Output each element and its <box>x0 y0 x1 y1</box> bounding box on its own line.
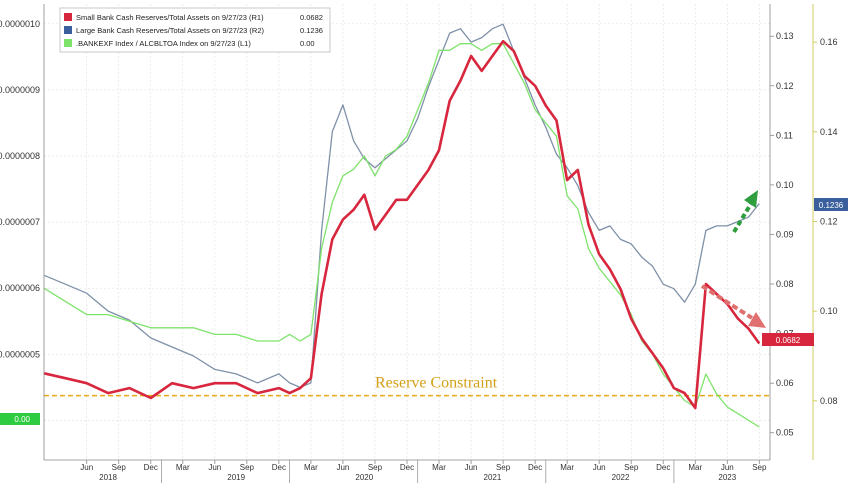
x-tick-label: Dec <box>528 463 542 472</box>
legend-label-small-bank: Small Bank Cash Reserves/Total Assets on… <box>76 13 264 22</box>
reserve-constraint: Reserve Constraint <box>44 375 770 397</box>
tag-large-bank-bg <box>814 198 848 211</box>
x-tick-label: Sep <box>496 463 511 472</box>
legend-value-small-bank: 0.0682 <box>300 13 323 22</box>
x-tick-label: Dec <box>144 463 158 472</box>
legend-value-large-bank: 0.1236 <box>300 26 323 35</box>
x-tick-label: Dec <box>400 463 414 472</box>
x-year-label: 2018 <box>99 473 117 482</box>
arrow-down-annotation <box>700 284 766 328</box>
tag-left: 0.00 <box>14 415 30 424</box>
r1-tick-label: 0.09 <box>776 229 794 239</box>
arrow-up-head <box>744 190 758 208</box>
x-tick-label: Sep <box>752 463 767 472</box>
x-tick-label: Jun <box>721 463 734 472</box>
r1-tick-label: 0.05 <box>776 428 794 438</box>
series-layer <box>43 23 761 428</box>
r1-tick-label: 0.08 <box>776 279 794 289</box>
tag-small-bank: 0.0682 <box>776 336 801 345</box>
left-tick-label: 0.0000008 <box>0 151 40 161</box>
r2-tick-label: 0.16 <box>820 37 838 47</box>
x-axis: Jun Sep Dec Mar Jun Sep Dec Mar Jun Sep Dec Mar Jun S… <box>44 459 770 483</box>
x-year-label: 2023 <box>718 473 736 482</box>
series-large-bank <box>43 23 760 389</box>
x-tick-label: Jun <box>80 463 93 472</box>
r1-tick-label: 0.11 <box>776 130 793 140</box>
r1-tick-label: 0.10 <box>776 180 794 190</box>
x-year-label: 2021 <box>484 473 502 482</box>
x-tick-label: Jun <box>593 463 606 472</box>
tag-large-bank: 0.1236 <box>819 201 844 210</box>
grid-layer <box>44 4 770 460</box>
left-tick-label: 0.0000010 <box>0 19 40 29</box>
r2-tick-label: 0.08 <box>820 396 838 406</box>
left-tick-label: 0.0000009 <box>0 85 40 95</box>
legend-swatch-large-bank <box>64 26 72 34</box>
x-year-label: 2022 <box>612 473 630 482</box>
x-tick-label: Mar <box>560 463 574 472</box>
r1-tick-label: 0.12 <box>776 81 794 91</box>
series-small-bank <box>43 39 761 410</box>
right-axis-r2: 0.16 0.14 0.12 0.10 0.08 <box>812 4 838 460</box>
left-tick-label: 0.0000006 <box>0 283 40 293</box>
x-tick-label: Dec <box>272 463 286 472</box>
value-tags: 0.0682 0.1236 0.00 <box>0 198 848 425</box>
x-tick-label: Sep <box>624 463 639 472</box>
left-tick-label: 0.0000007 <box>0 217 40 227</box>
arrow-down-head <box>748 312 766 328</box>
r1-tick-label: 0.13 <box>776 31 794 41</box>
tag-left-bg <box>0 413 40 425</box>
arrow-up-annotation <box>732 190 758 234</box>
legend-box <box>59 7 331 53</box>
series-bankexf <box>43 43 760 428</box>
x-tick-label: Mar <box>176 463 190 472</box>
arrow-layer <box>700 190 766 328</box>
legend: Small Bank Cash Reserves/Total Assets on… <box>59 7 331 53</box>
tag-small-bank-bg <box>762 333 814 346</box>
x-tick-label: Jun <box>465 463 478 472</box>
reserve-constraint-label: Reserve Constraint <box>375 375 498 392</box>
r1-tick-label: 0.06 <box>776 378 794 388</box>
r2-tick-label: 0.12 <box>820 216 838 226</box>
x-tick-label: Sep <box>368 463 383 472</box>
x-tick-label: Jun <box>336 463 349 472</box>
legend-swatch-small-bank <box>64 13 72 21</box>
x-tick-label: Sep <box>240 463 255 472</box>
legend-value-bankexf: 0.00 <box>300 39 315 48</box>
x-year-label: 2020 <box>355 473 373 482</box>
x-tick-label: Sep <box>112 463 127 472</box>
legend-label-bankexf: .BANKEXF Index / ALCBLTOA Index on 9/27/… <box>76 39 251 48</box>
x-tick-label: Mar <box>688 463 702 472</box>
x-tick-label: Mar <box>432 463 446 472</box>
x-tick-label: Dec <box>656 463 670 472</box>
arrow-down-shaft <box>700 284 754 320</box>
r2-tick-label: 0.10 <box>820 306 838 316</box>
x-tick-label: Jun <box>208 463 221 472</box>
arrow-up-shaft <box>732 200 754 234</box>
x-year-label: 2019 <box>227 473 245 482</box>
left-tick-label: 0.0000005 <box>0 349 40 359</box>
legend-label-large-bank: Large Bank Cash Reserves/Total Assets on… <box>76 26 265 35</box>
r2-tick-label: 0.14 <box>820 127 838 137</box>
legend-swatch-bankexf <box>64 39 72 47</box>
x-tick-label: Mar <box>304 463 318 472</box>
